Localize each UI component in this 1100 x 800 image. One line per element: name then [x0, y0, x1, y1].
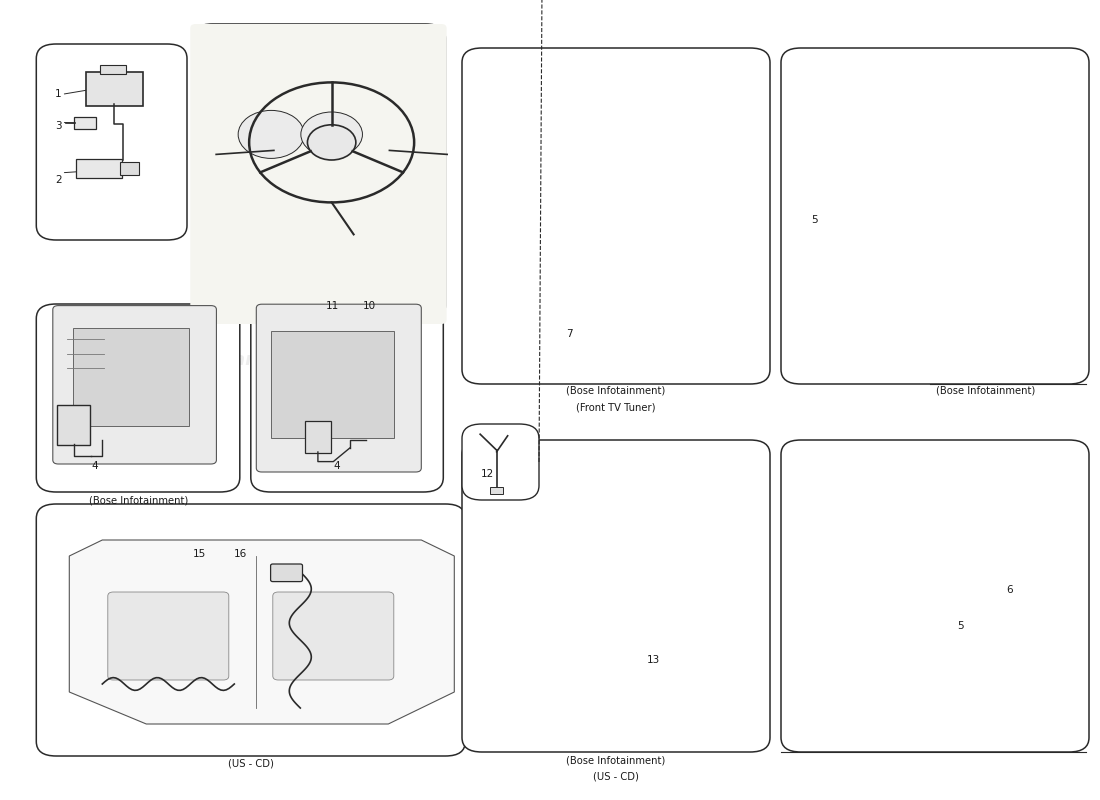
FancyBboxPatch shape — [120, 162, 139, 175]
Text: eurospares: eurospares — [559, 591, 673, 609]
FancyBboxPatch shape — [100, 65, 126, 74]
Text: eurospares: eurospares — [559, 231, 673, 249]
FancyBboxPatch shape — [76, 159, 122, 178]
Text: (Bose Infotainment): (Bose Infotainment) — [566, 755, 666, 765]
Text: 5: 5 — [811, 215, 817, 225]
FancyBboxPatch shape — [462, 424, 539, 500]
FancyBboxPatch shape — [251, 304, 443, 492]
FancyBboxPatch shape — [273, 592, 394, 680]
Text: eurospares: eurospares — [878, 591, 992, 609]
Text: 13: 13 — [647, 655, 660, 665]
Text: 10: 10 — [363, 302, 376, 311]
FancyBboxPatch shape — [271, 331, 394, 438]
Text: (Bose Infotainment): (Bose Infotainment) — [89, 495, 188, 506]
Text: (US - CD): (US - CD) — [593, 771, 639, 781]
FancyBboxPatch shape — [781, 440, 1089, 752]
Text: 12: 12 — [481, 469, 494, 478]
Text: 3: 3 — [55, 122, 62, 131]
FancyBboxPatch shape — [192, 24, 446, 320]
Text: eurospares: eurospares — [146, 639, 261, 657]
Circle shape — [300, 112, 363, 157]
FancyBboxPatch shape — [36, 44, 187, 240]
FancyBboxPatch shape — [271, 564, 303, 582]
FancyBboxPatch shape — [86, 72, 143, 106]
FancyBboxPatch shape — [462, 48, 770, 384]
Text: (Bose Infotainment): (Bose Infotainment) — [936, 386, 1035, 395]
Text: 15: 15 — [192, 549, 206, 558]
Text: 6: 6 — [1006, 586, 1013, 595]
FancyBboxPatch shape — [36, 504, 465, 756]
FancyBboxPatch shape — [108, 592, 229, 680]
FancyBboxPatch shape — [305, 421, 331, 453]
Text: 4: 4 — [333, 461, 340, 470]
Polygon shape — [69, 540, 454, 724]
FancyBboxPatch shape — [36, 304, 240, 492]
Text: (US - CD): (US - CD) — [228, 758, 274, 768]
Circle shape — [238, 110, 304, 158]
Text: 5: 5 — [957, 621, 964, 630]
FancyBboxPatch shape — [256, 304, 421, 472]
Text: eurospares: eurospares — [878, 231, 992, 249]
FancyBboxPatch shape — [57, 405, 90, 445]
Text: eurospares: eurospares — [256, 183, 371, 201]
Text: 4: 4 — [91, 461, 98, 470]
Circle shape — [307, 125, 355, 160]
Text: 7: 7 — [566, 330, 573, 339]
Text: eurospares: eurospares — [163, 351, 277, 369]
FancyBboxPatch shape — [53, 306, 217, 464]
Text: (Bose Infotainment): (Bose Infotainment) — [566, 386, 666, 395]
Text: 2: 2 — [55, 175, 62, 185]
FancyBboxPatch shape — [190, 24, 447, 324]
Text: 11: 11 — [326, 302, 339, 311]
FancyBboxPatch shape — [781, 48, 1089, 384]
Text: 1: 1 — [55, 90, 62, 99]
Text: 16: 16 — [234, 549, 248, 558]
FancyBboxPatch shape — [462, 440, 770, 752]
FancyBboxPatch shape — [73, 328, 189, 426]
Text: (Front TV Tuner): (Front TV Tuner) — [576, 402, 656, 413]
FancyBboxPatch shape — [74, 117, 96, 129]
FancyBboxPatch shape — [491, 487, 504, 494]
